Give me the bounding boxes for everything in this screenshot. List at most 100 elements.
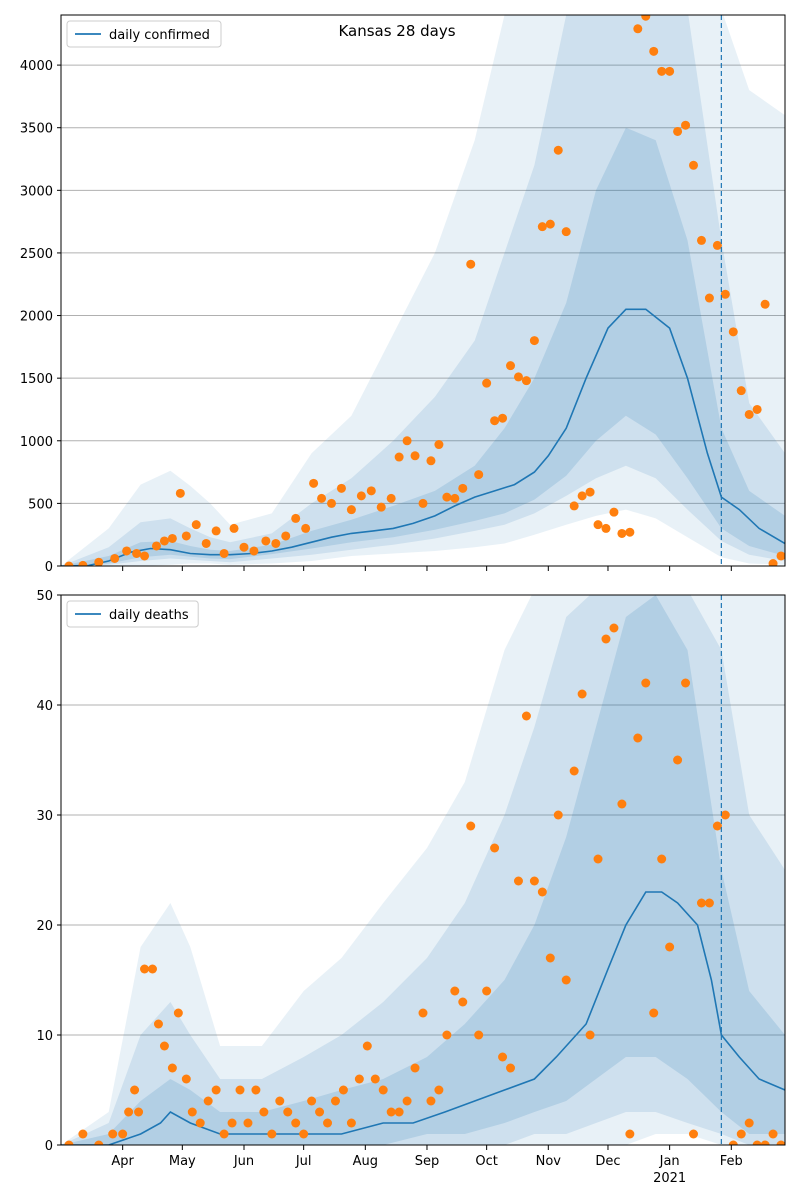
observed-point <box>450 493 460 503</box>
x-tick-label: Aug <box>353 1154 378 1169</box>
observed-point <box>227 1118 237 1128</box>
observed-point <box>673 126 683 136</box>
observed-point <box>537 222 547 232</box>
observed-point <box>529 876 539 886</box>
observed-point <box>689 1129 699 1139</box>
median-line <box>61 891 785 1145</box>
observed-point <box>712 240 722 250</box>
observed-point <box>712 821 722 831</box>
observed-point <box>147 964 157 974</box>
y-tick-label: 3000 <box>20 184 53 199</box>
observed-point <box>776 551 785 561</box>
observed-point <box>728 327 738 337</box>
observed-point <box>159 536 169 546</box>
observed-point <box>513 372 523 382</box>
observed-point <box>418 498 428 508</box>
observed-point <box>336 483 346 493</box>
axes-frame <box>60 14 786 567</box>
observed-point <box>124 1107 134 1117</box>
observed-point <box>482 378 492 388</box>
observed-point <box>506 361 516 371</box>
observed-point <box>94 557 104 566</box>
observed-point <box>394 1107 404 1117</box>
observed-point <box>537 887 547 897</box>
observed-point <box>307 1096 317 1106</box>
observed-point <box>219 548 229 558</box>
observed-point <box>696 235 706 245</box>
observed-point <box>689 160 699 170</box>
observed-point <box>110 553 120 563</box>
y-tick-label: 0 <box>45 1139 53 1154</box>
observed-point <box>704 293 714 303</box>
observed-point <box>299 1129 309 1139</box>
observed-point <box>577 491 587 501</box>
x-tick-label: Sep <box>415 1154 440 1169</box>
observed-point <box>601 634 611 644</box>
observed-point <box>291 1118 301 1128</box>
observed-point <box>130 1085 140 1095</box>
legend-box <box>66 600 199 628</box>
observed-point <box>442 1030 452 1040</box>
observed-point <box>641 678 651 688</box>
observed-point <box>545 953 555 963</box>
observed-point <box>243 1118 253 1128</box>
deaths-panel: 0 10 20 30 40 50 Apr May Jun Jul Aug Sep Oct Nov Dec Ja… <box>36 589 786 1186</box>
observed-point <box>760 299 770 309</box>
observed-point <box>561 975 571 985</box>
observed-point <box>434 1085 444 1095</box>
legend: daily confirmed <box>66 20 222 48</box>
observed-point <box>466 821 476 831</box>
observed-point <box>521 376 531 386</box>
observed-point <box>474 470 484 480</box>
observed-point <box>458 997 468 1007</box>
observed-point <box>665 66 675 76</box>
observed-point <box>261 536 271 546</box>
y-tick-label: 50 <box>36 589 53 604</box>
x-tick-label: Dec <box>595 1154 620 1169</box>
observed-point <box>249 546 259 556</box>
observed-point <box>211 1085 221 1095</box>
band-outer <box>61 595 785 1145</box>
observed-point <box>681 120 691 130</box>
observed-point <box>235 1085 245 1095</box>
observed-point <box>752 1140 762 1145</box>
observed-point <box>760 1140 770 1145</box>
band-outer <box>61 15 785 566</box>
observed-point <box>736 386 746 396</box>
y-tick-label: 10 <box>36 1029 53 1044</box>
observed-point <box>181 531 191 541</box>
observed-point <box>151 541 161 551</box>
x-tick-label: Jun <box>233 1154 254 1169</box>
observed-point <box>617 528 627 538</box>
observed-point <box>609 507 619 517</box>
observed-point <box>736 1129 746 1139</box>
observed-point <box>450 986 460 996</box>
observed-point <box>94 1140 104 1145</box>
observed-point <box>529 336 539 346</box>
observed-point <box>78 1129 88 1139</box>
observed-point <box>394 452 404 462</box>
observed-point <box>696 898 706 908</box>
observed-point <box>229 523 239 533</box>
observed-point <box>64 1140 74 1145</box>
observed-point <box>281 531 291 541</box>
observed-point <box>744 409 754 419</box>
observed-point <box>545 219 555 229</box>
observed-point <box>617 799 627 809</box>
observed-point <box>159 1041 169 1051</box>
observed-point <box>134 1107 144 1117</box>
observed-point <box>744 1118 754 1128</box>
observed-point <box>366 486 376 496</box>
chart-title: Kansas 28 days <box>338 22 455 40</box>
observed-point <box>434 440 444 450</box>
observed-point <box>376 502 386 512</box>
observed-point <box>498 1052 508 1062</box>
observed-point <box>402 1096 412 1106</box>
observed-point <box>418 1008 428 1018</box>
observed-point <box>167 533 177 543</box>
observed-point <box>315 1107 325 1117</box>
observed-point <box>346 505 356 515</box>
observed-point <box>498 413 508 423</box>
observed-point <box>641 15 651 21</box>
observed-point <box>593 520 603 530</box>
